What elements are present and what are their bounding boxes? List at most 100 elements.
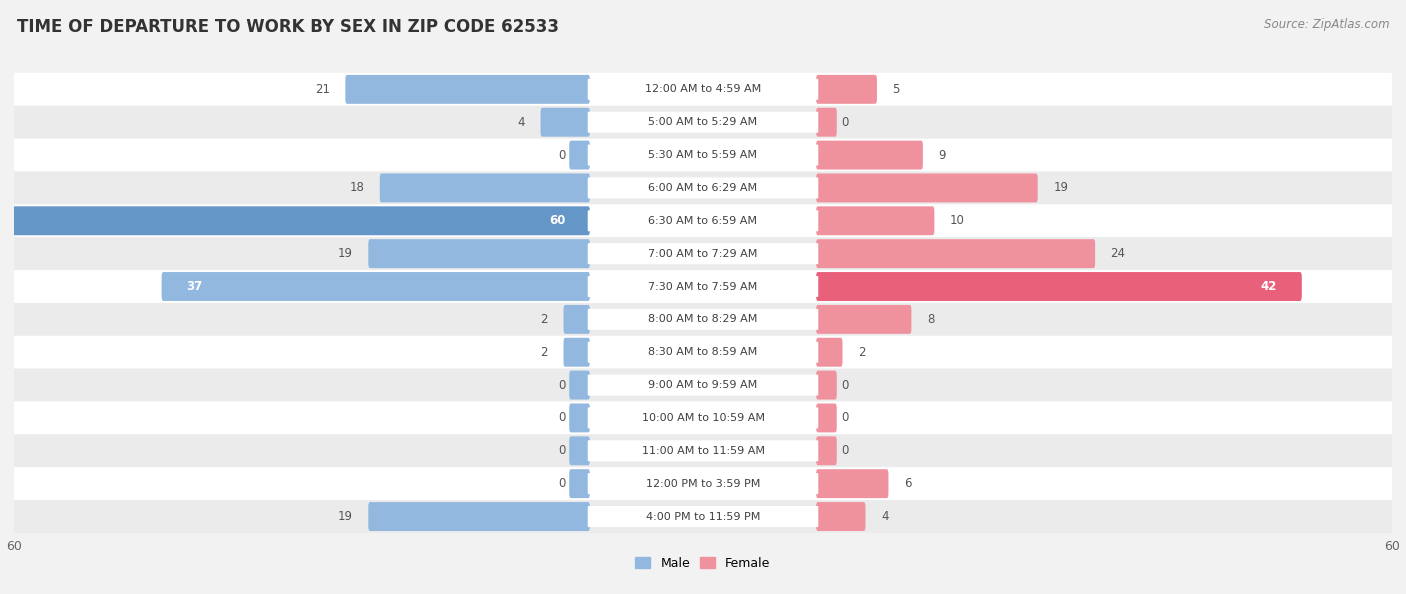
FancyBboxPatch shape: [569, 469, 591, 498]
Text: 24: 24: [1111, 247, 1126, 260]
Text: 18: 18: [350, 181, 364, 194]
FancyBboxPatch shape: [815, 108, 837, 137]
FancyBboxPatch shape: [588, 473, 818, 494]
FancyBboxPatch shape: [815, 239, 1095, 268]
Text: 7:00 AM to 7:29 AM: 7:00 AM to 7:29 AM: [648, 249, 758, 258]
Text: 60: 60: [548, 214, 565, 228]
Text: 0: 0: [558, 412, 565, 425]
FancyBboxPatch shape: [569, 437, 591, 465]
Text: 19: 19: [337, 247, 353, 260]
Text: 7:30 AM to 7:59 AM: 7:30 AM to 7:59 AM: [648, 282, 758, 292]
FancyBboxPatch shape: [815, 173, 1038, 203]
Text: 2: 2: [858, 346, 866, 359]
FancyBboxPatch shape: [14, 106, 1392, 138]
Text: 2: 2: [540, 346, 548, 359]
Text: 12:00 PM to 3:59 PM: 12:00 PM to 3:59 PM: [645, 479, 761, 489]
FancyBboxPatch shape: [0, 206, 591, 235]
FancyBboxPatch shape: [14, 402, 1392, 434]
Text: 0: 0: [558, 444, 565, 457]
Legend: Male, Female: Male, Female: [630, 552, 776, 574]
Text: 19: 19: [1053, 181, 1069, 194]
FancyBboxPatch shape: [588, 506, 818, 527]
Text: 10: 10: [950, 214, 965, 228]
FancyBboxPatch shape: [588, 243, 818, 264]
FancyBboxPatch shape: [588, 375, 818, 396]
Text: 4:00 PM to 11:59 PM: 4:00 PM to 11:59 PM: [645, 511, 761, 522]
FancyBboxPatch shape: [14, 172, 1392, 204]
FancyBboxPatch shape: [815, 403, 837, 432]
FancyBboxPatch shape: [588, 342, 818, 363]
FancyBboxPatch shape: [346, 75, 591, 104]
FancyBboxPatch shape: [815, 502, 866, 531]
Text: 0: 0: [558, 477, 565, 490]
FancyBboxPatch shape: [588, 309, 818, 330]
FancyBboxPatch shape: [815, 75, 877, 104]
FancyBboxPatch shape: [815, 272, 1302, 301]
FancyBboxPatch shape: [368, 502, 591, 531]
Text: 0: 0: [558, 378, 565, 391]
FancyBboxPatch shape: [569, 403, 591, 432]
FancyBboxPatch shape: [14, 467, 1392, 500]
FancyBboxPatch shape: [14, 138, 1392, 172]
Text: 8:00 AM to 8:29 AM: 8:00 AM to 8:29 AM: [648, 314, 758, 324]
Text: 11:00 AM to 11:59 AM: 11:00 AM to 11:59 AM: [641, 446, 765, 456]
Text: 21: 21: [315, 83, 330, 96]
FancyBboxPatch shape: [14, 237, 1392, 270]
Text: 6:30 AM to 6:59 AM: 6:30 AM to 6:59 AM: [648, 216, 758, 226]
Text: 6:00 AM to 6:29 AM: 6:00 AM to 6:29 AM: [648, 183, 758, 193]
Text: 4: 4: [882, 510, 889, 523]
FancyBboxPatch shape: [815, 371, 837, 400]
Text: 5:00 AM to 5:29 AM: 5:00 AM to 5:29 AM: [648, 117, 758, 127]
Text: 5:30 AM to 5:59 AM: 5:30 AM to 5:59 AM: [648, 150, 758, 160]
FancyBboxPatch shape: [564, 338, 591, 366]
Text: 4: 4: [517, 116, 524, 129]
FancyBboxPatch shape: [815, 206, 935, 235]
FancyBboxPatch shape: [588, 276, 818, 297]
FancyBboxPatch shape: [815, 338, 842, 366]
FancyBboxPatch shape: [564, 305, 591, 334]
Text: 8:30 AM to 8:59 AM: 8:30 AM to 8:59 AM: [648, 347, 758, 357]
FancyBboxPatch shape: [815, 305, 911, 334]
FancyBboxPatch shape: [588, 112, 818, 132]
FancyBboxPatch shape: [588, 144, 818, 166]
Text: 12:00 AM to 4:59 AM: 12:00 AM to 4:59 AM: [645, 84, 761, 94]
FancyBboxPatch shape: [14, 500, 1392, 533]
FancyBboxPatch shape: [588, 407, 818, 428]
Text: 2: 2: [540, 313, 548, 326]
Text: 42: 42: [1261, 280, 1277, 293]
FancyBboxPatch shape: [14, 73, 1392, 106]
FancyBboxPatch shape: [569, 371, 591, 400]
FancyBboxPatch shape: [815, 437, 837, 465]
Text: 0: 0: [841, 412, 848, 425]
FancyBboxPatch shape: [14, 336, 1392, 369]
FancyBboxPatch shape: [14, 434, 1392, 467]
FancyBboxPatch shape: [368, 239, 591, 268]
Text: Source: ZipAtlas.com: Source: ZipAtlas.com: [1264, 18, 1389, 31]
Text: 9: 9: [938, 148, 946, 162]
FancyBboxPatch shape: [588, 178, 818, 198]
FancyBboxPatch shape: [588, 210, 818, 231]
Text: 19: 19: [337, 510, 353, 523]
Text: 9:00 AM to 9:59 AM: 9:00 AM to 9:59 AM: [648, 380, 758, 390]
Text: 6: 6: [904, 477, 911, 490]
FancyBboxPatch shape: [588, 440, 818, 462]
FancyBboxPatch shape: [569, 141, 591, 169]
FancyBboxPatch shape: [162, 272, 591, 301]
Text: 37: 37: [186, 280, 202, 293]
Text: 0: 0: [841, 116, 848, 129]
Text: 10:00 AM to 10:59 AM: 10:00 AM to 10:59 AM: [641, 413, 765, 423]
FancyBboxPatch shape: [588, 79, 818, 100]
Text: 5: 5: [893, 83, 900, 96]
Text: 0: 0: [558, 148, 565, 162]
Text: 8: 8: [927, 313, 934, 326]
FancyBboxPatch shape: [380, 173, 591, 203]
FancyBboxPatch shape: [14, 204, 1392, 237]
FancyBboxPatch shape: [815, 141, 922, 169]
FancyBboxPatch shape: [14, 270, 1392, 303]
FancyBboxPatch shape: [14, 303, 1392, 336]
FancyBboxPatch shape: [815, 469, 889, 498]
Text: 0: 0: [841, 378, 848, 391]
Text: 0: 0: [841, 444, 848, 457]
Text: TIME OF DEPARTURE TO WORK BY SEX IN ZIP CODE 62533: TIME OF DEPARTURE TO WORK BY SEX IN ZIP …: [17, 18, 558, 36]
FancyBboxPatch shape: [14, 369, 1392, 402]
